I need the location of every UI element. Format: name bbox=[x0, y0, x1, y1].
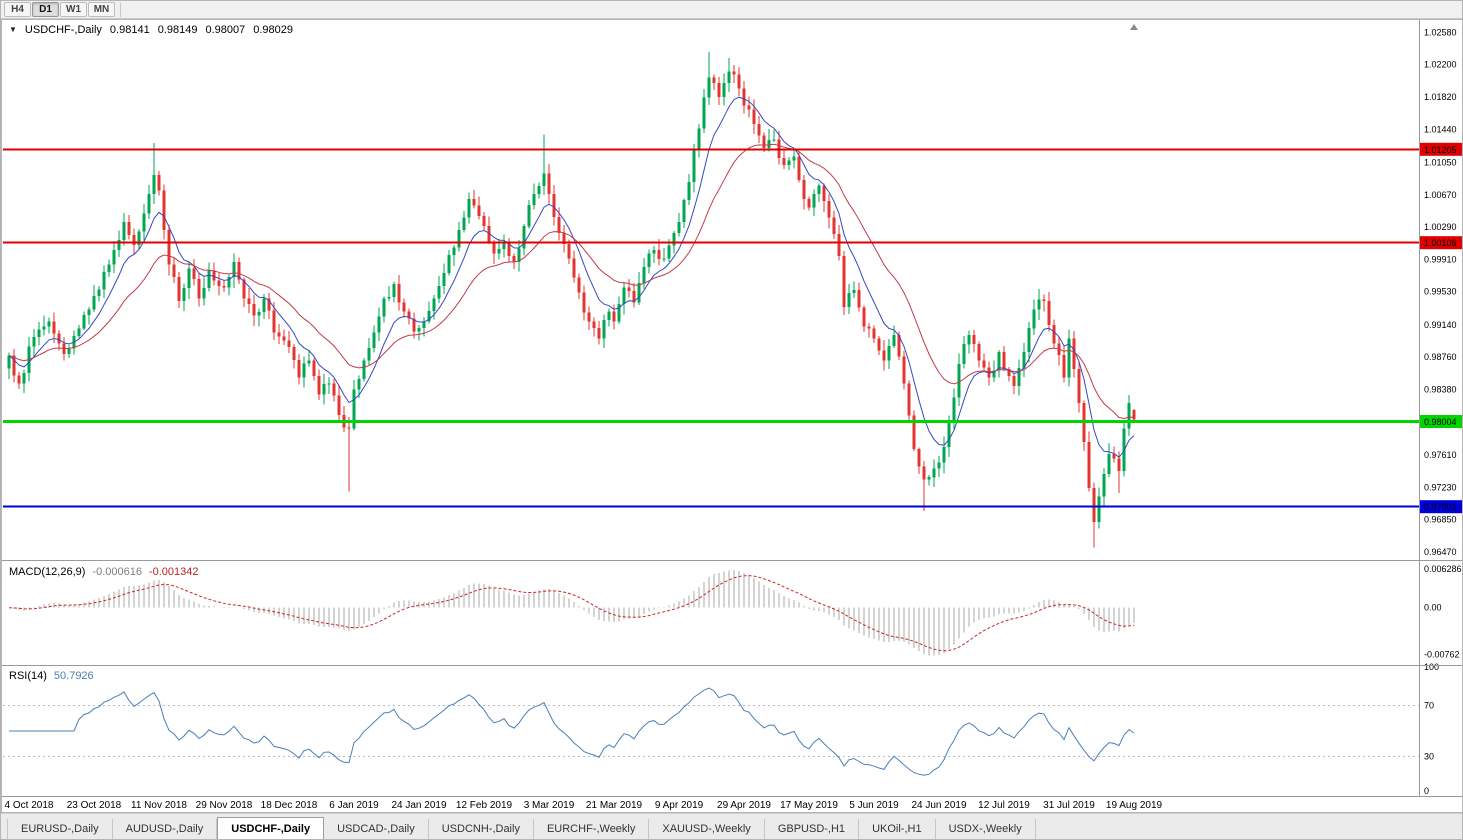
date-axis-label: 31 Jul 2019 bbox=[1043, 800, 1095, 811]
timeframe-button-d1[interactable]: D1 bbox=[32, 2, 59, 17]
rsi-axis-label: 70 bbox=[1424, 700, 1434, 710]
chart-border bbox=[1, 19, 1462, 813]
price-axis-label: 1.02580 bbox=[1424, 27, 1457, 37]
chart-tab[interactable]: USDCAD-,Daily bbox=[324, 819, 429, 839]
price-axis-label: 1.00670 bbox=[1424, 190, 1457, 200]
date-axis-label: 29 Apr 2019 bbox=[717, 800, 771, 811]
candles-layer bbox=[7, 51, 1136, 548]
svg-text:1.00106: 1.00106 bbox=[1424, 238, 1457, 248]
date-axis-label: 23 Oct 2018 bbox=[67, 800, 122, 811]
price-tag: 0.97001 bbox=[1420, 500, 1462, 514]
date-axis-label: 6 Jan 2019 bbox=[329, 800, 379, 811]
date-axis-label: 18 Dec 2018 bbox=[261, 800, 318, 811]
chart-tab[interactable]: USDCHF-,Daily bbox=[217, 817, 325, 839]
ma-fast-line bbox=[8, 96, 1135, 459]
price-axis-label: 0.97610 bbox=[1424, 450, 1457, 460]
svg-text:0.97001: 0.97001 bbox=[1424, 502, 1457, 512]
macd-indicator-label: MACD(12,26,9) -0.000616 -0.001342 bbox=[9, 566, 199, 578]
date-axis-label: 17 May 2019 bbox=[780, 800, 838, 811]
chart-tab[interactable]: EURCHF-,Weekly bbox=[534, 819, 650, 839]
chart-background bbox=[1, 19, 1462, 813]
chevron-down-icon[interactable]: ▼ bbox=[9, 25, 17, 34]
rsi-name: RSI(14) bbox=[9, 670, 47, 682]
price-axis-label: 1.01440 bbox=[1424, 124, 1457, 134]
date-axis-label: 11 Nov 2018 bbox=[131, 800, 187, 811]
chart-window[interactable]: 1.01205 1.00106 0.98004 0.97001 1.02580 1.022… bbox=[1, 19, 1462, 813]
chart-tab[interactable]: XAUUSD-,Weekly bbox=[649, 819, 765, 839]
rsi-value: 50.7926 bbox=[53, 670, 94, 682]
low-value: 0.98007 bbox=[205, 24, 246, 36]
date-axis-label: 3 Mar 2019 bbox=[524, 800, 575, 811]
price-axis-label: 0.97230 bbox=[1424, 482, 1457, 492]
price-tag: 1.01205 bbox=[1420, 142, 1462, 156]
price-axis-label: 1.01820 bbox=[1424, 92, 1457, 102]
macd-axis-label: -0.00762 bbox=[1424, 650, 1460, 660]
svg-text:1.01205: 1.01205 bbox=[1424, 145, 1457, 155]
price-axis-label: 0.98380 bbox=[1424, 385, 1457, 395]
price-axis-label: 0.98760 bbox=[1424, 352, 1457, 362]
date-axis-label: 12 Jul 2019 bbox=[978, 800, 1030, 811]
price-axis-label: 1.00290 bbox=[1424, 222, 1457, 232]
timeframe-toolbar: H4 D1 W1 MN bbox=[1, 1, 1462, 19]
chart-tab[interactable]: UKOil-,H1 bbox=[859, 819, 936, 839]
macd-axis-label: 0.006286 bbox=[1424, 564, 1462, 574]
chart-tab[interactable]: AUDUSD-,Daily bbox=[113, 819, 218, 839]
price-axis-label: 0.99140 bbox=[1424, 320, 1457, 330]
price-axis-label: 0.96470 bbox=[1424, 547, 1457, 557]
chart-tab[interactable]: GBPUSD-,H1 bbox=[765, 819, 860, 839]
ma-slow-line bbox=[8, 143, 1135, 420]
date-axis-label: 19 Aug 2019 bbox=[1106, 800, 1163, 811]
macd-axis-label: 0.00 bbox=[1424, 603, 1442, 613]
macd-signal-line bbox=[8, 575, 1135, 652]
date-axis-label: 5 Jun 2019 bbox=[849, 800, 899, 811]
price-axis-label: 0.99530 bbox=[1424, 287, 1457, 297]
price-tag: 1.00106 bbox=[1420, 236, 1462, 250]
date-axis-label: 4 Oct 2018 bbox=[5, 800, 54, 811]
chart-tab[interactable]: USDCNH-,Daily bbox=[429, 819, 534, 839]
macd-signal-value: -0.001342 bbox=[148, 566, 199, 578]
macd-histogram bbox=[13, 569, 1135, 656]
macd-name: MACD(12,26,9) bbox=[9, 566, 86, 578]
date-axis-label: 21 Mar 2019 bbox=[586, 800, 643, 811]
close-value: 0.98029 bbox=[253, 24, 293, 36]
date-axis-label: 24 Jun 2019 bbox=[911, 800, 966, 811]
toolbar-separator bbox=[120, 2, 121, 17]
chart-tab[interactable]: USDX-,Weekly bbox=[936, 819, 1036, 839]
price-axis-label: 0.96850 bbox=[1424, 515, 1457, 525]
timeframe-button-mn[interactable]: MN bbox=[88, 2, 115, 17]
rsi-axis-label: 30 bbox=[1424, 752, 1434, 762]
rsi-axis-label: 0 bbox=[1424, 786, 1429, 796]
price-axis-label: 1.02200 bbox=[1424, 60, 1457, 70]
chart-shift-marker-icon bbox=[1130, 24, 1138, 30]
price-tag: 0.98004 bbox=[1420, 415, 1462, 428]
timeframe-button-h4[interactable]: H4 bbox=[4, 2, 31, 17]
chart-tabs-bar: EURUSD-,Daily AUDUSD-,Daily USDCHF-,Daily U… bbox=[1, 813, 1462, 839]
svg-text:0.98004: 0.98004 bbox=[1424, 417, 1457, 427]
date-axis-label: 24 Jan 2019 bbox=[391, 800, 446, 811]
price-axis-label: 0.99910 bbox=[1424, 254, 1457, 264]
macd-main-value: -0.000616 bbox=[92, 566, 142, 578]
timeframe-button-w1[interactable]: W1 bbox=[60, 2, 87, 17]
rsi-line bbox=[9, 687, 1135, 776]
chart-tab[interactable]: EURUSD-,Daily bbox=[7, 819, 113, 839]
high-value: 0.98149 bbox=[157, 24, 198, 36]
price-axis-label: 1.01050 bbox=[1424, 158, 1457, 168]
rsi-axis-label: 100 bbox=[1424, 662, 1439, 672]
chart-title-bar: ▼ USDCHF-,Daily 0.98141 0.98149 0.98007 … bbox=[9, 24, 293, 36]
date-axis-label: 9 Apr 2019 bbox=[655, 800, 704, 811]
date-axis-label: 29 Nov 2018 bbox=[196, 800, 253, 811]
rsi-indicator-label: RSI(14) 50.7926 bbox=[9, 670, 94, 682]
date-axis-label: 12 Feb 2019 bbox=[456, 800, 513, 811]
symbol-period-label: USDCHF-,Daily bbox=[24, 24, 102, 36]
open-value: 0.98141 bbox=[109, 24, 150, 36]
